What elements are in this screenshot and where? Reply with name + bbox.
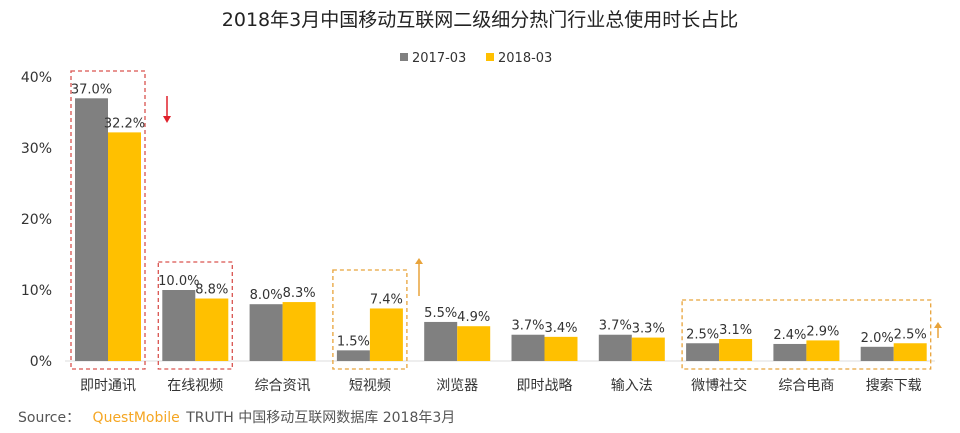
data-label: 8.0% [250, 288, 283, 303]
bar-2017-03 [75, 98, 108, 362]
bar-2018-03 [195, 298, 229, 361]
x-tick-label: 在线视频 [167, 378, 223, 394]
x-tick-label: 短视频 [349, 378, 391, 394]
x-tick-label: 搜索下载 [866, 377, 922, 394]
chart-title: 2018年3月中国移动互联网二级细分热门行业总使用时长占比 [222, 9, 738, 31]
source-prefix: Source： [18, 410, 80, 426]
y-tick-label: 40% [21, 70, 52, 86]
data-label: 2.0% [861, 331, 894, 346]
bar-2018-03 [719, 338, 753, 361]
data-label: 3.3% [632, 322, 665, 337]
bar-2018-03 [369, 308, 403, 361]
bar-2018-03 [893, 343, 927, 361]
y-tick-label: 20% [21, 212, 52, 228]
bar-2018-03 [457, 326, 491, 361]
legend-swatch-2018 [486, 53, 494, 61]
data-label: 7.4% [370, 292, 403, 307]
bar-2018-03 [108, 132, 141, 361]
y-tick-label: 0% [30, 354, 52, 370]
source-brand: QuestMobile [93, 410, 180, 426]
legend-label-2017: 2017-03 [412, 51, 466, 66]
data-label: 1.5% [337, 334, 370, 349]
data-label: 3.7% [511, 319, 544, 334]
highlight-box [70, 70, 146, 370]
data-label: 5.5% [424, 306, 457, 321]
bar-2017-03 [336, 350, 370, 361]
x-tick-label: 输入法 [611, 378, 653, 394]
y-tick-label: 10% [21, 283, 52, 299]
up-arrow-head [934, 322, 942, 328]
y-tick-label: 30% [21, 141, 52, 157]
bar-2018-03 [282, 302, 316, 361]
bar-2018-03 [631, 337, 665, 361]
legend-swatch-2017 [400, 53, 408, 61]
data-label: 10.0% [158, 274, 199, 289]
data-label: 32.2% [104, 116, 145, 131]
bar-2017-03 [860, 346, 894, 361]
down-arrow-head [163, 116, 171, 123]
bar-2017-03 [511, 334, 545, 361]
svg-text:Source： QuestMobile: Source： QuestMobile TRUTH 中国移动互联网数据库 201… [18, 410, 455, 426]
data-label: 37.0% [71, 82, 112, 97]
legend-label-2018: 2018-03 [498, 51, 552, 66]
data-label: 2.4% [773, 328, 806, 343]
bar-2017-03 [424, 321, 458, 361]
x-tick-label: 综合资讯 [255, 378, 311, 394]
highlight-box [332, 269, 408, 370]
data-label: 2.9% [806, 324, 839, 339]
highlight-box [681, 299, 932, 370]
data-label: 3.7% [599, 319, 632, 334]
up-arrow-head [415, 258, 423, 264]
x-tick-label: 即时战略 [517, 378, 573, 394]
data-label: 3.4% [544, 321, 577, 336]
source-line: Source： QuestMobile TRUTH 中国移动互联网数据库 201… [18, 410, 455, 426]
data-label: 2.5% [686, 327, 719, 342]
data-label: 8.3% [283, 286, 316, 301]
bar-2017-03 [598, 334, 632, 361]
highlight-box [157, 261, 233, 370]
bar-2017-03 [249, 304, 283, 361]
x-tick-label: 即时通讯 [80, 378, 136, 394]
legend: 2017-03 2018-03 [400, 51, 552, 66]
data-label: 2.5% [894, 327, 927, 342]
data-label: 3.1% [719, 323, 752, 338]
bar-2017-03 [162, 290, 196, 361]
bar-2018-03 [544, 336, 578, 361]
x-tick-label: 综合电商 [778, 378, 834, 394]
bar-2018-03 [806, 340, 840, 361]
source-text: TRUTH 中国移动互联网数据库 2018年3月 [185, 410, 455, 426]
data-label: 4.9% [457, 310, 490, 325]
x-tick-label: 微博社交 [691, 377, 747, 394]
data-label: 8.8% [195, 283, 228, 298]
bar-2017-03 [686, 343, 720, 361]
bar-2017-03 [773, 343, 807, 361]
x-tick-label: 浏览器 [436, 378, 478, 394]
